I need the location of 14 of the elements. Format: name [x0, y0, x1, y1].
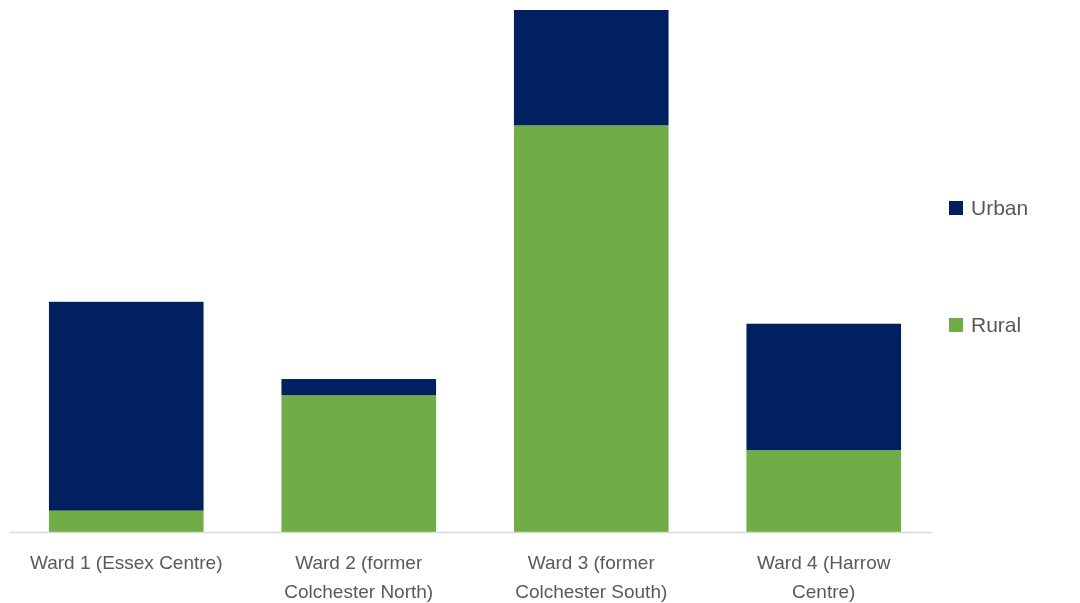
legend-label: Rural [971, 313, 1022, 336]
legend-label: Urban [971, 196, 1029, 219]
bar [281, 395, 437, 532]
x-tick-label: Ward 1 (Essex Centre) [29, 552, 223, 573]
x-tick-label: Ward 2 (former Colchester North) [284, 552, 434, 602]
bar [281, 379, 437, 396]
bar [746, 450, 902, 532]
bar [48, 301, 204, 511]
x-tick-label: Ward 4 (Harrow Centre) [757, 552, 891, 602]
bar [746, 323, 902, 451]
bar [513, 125, 669, 532]
x-tick-label: Ward 3 (former Colchester South) [515, 552, 668, 602]
bar [48, 510, 204, 532]
bar [513, 10, 669, 126]
